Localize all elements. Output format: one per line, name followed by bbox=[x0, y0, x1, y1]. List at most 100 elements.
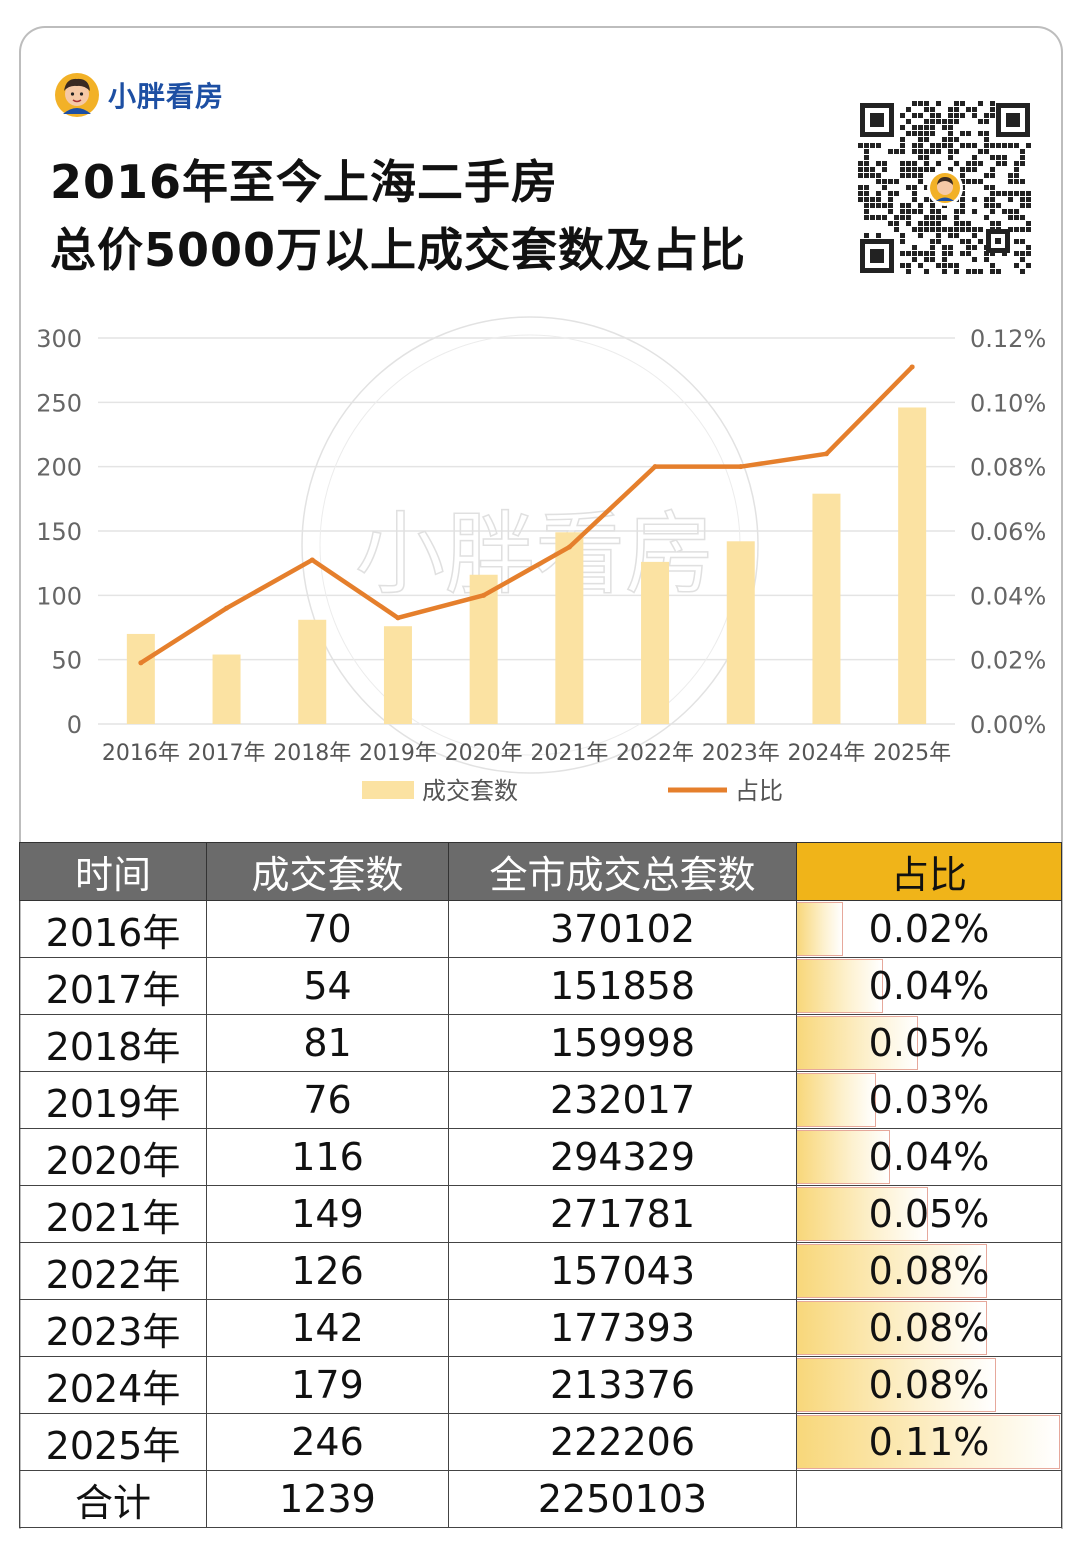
line-point bbox=[395, 615, 401, 621]
y-left-tick-label: 50 bbox=[51, 647, 82, 675]
cell-count: 179 bbox=[206, 1356, 449, 1414]
cell-ratio: 0.05% bbox=[796, 1014, 1062, 1072]
x-tick-label: 2017年 bbox=[188, 741, 266, 766]
y-right-tick-label: 0.00% bbox=[970, 711, 1046, 739]
x-tick-label: 2023年 bbox=[702, 741, 780, 766]
card-frame bbox=[19, 26, 1063, 1529]
cell-total-all: 2250103 bbox=[448, 1470, 797, 1528]
cell-ratio: 0.03% bbox=[796, 1071, 1062, 1129]
bar bbox=[812, 493, 841, 724]
cell-ratio: 0.11% bbox=[796, 1413, 1062, 1471]
bar bbox=[126, 633, 155, 724]
x-tick-label: 2021年 bbox=[530, 741, 608, 766]
y-left-tick-label: 0 bbox=[67, 711, 82, 739]
ratio-text: 0.08% bbox=[868, 1306, 990, 1350]
ratio-data-bar bbox=[797, 1130, 890, 1184]
cell-year: 2020年 bbox=[19, 1128, 207, 1186]
cell-total-ratio bbox=[796, 1470, 1062, 1528]
line-point bbox=[652, 464, 658, 470]
ratio-text: 0.11% bbox=[868, 1420, 990, 1464]
header-ratio: 占比 bbox=[796, 842, 1062, 901]
ratio-line bbox=[139, 365, 914, 665]
table-row: 2021年 149 271781 0.05% bbox=[19, 1185, 1062, 1243]
cell-year: 2024年 bbox=[19, 1356, 207, 1414]
cell-ratio: 0.02% bbox=[796, 900, 1062, 958]
y-right-tick-label: 0.08% bbox=[970, 454, 1046, 482]
qr-code-icon bbox=[858, 101, 1032, 275]
header-year: 时间 bbox=[19, 842, 207, 901]
table-row: 2025年 246 222206 0.11% bbox=[19, 1413, 1062, 1471]
bar bbox=[898, 407, 927, 724]
line-point bbox=[481, 592, 487, 598]
cell-total: 294329 bbox=[448, 1128, 797, 1186]
cell-count: 126 bbox=[206, 1242, 449, 1300]
table-row: 2023年 142 177393 0.08% bbox=[19, 1299, 1062, 1357]
x-tick-label: 2018年 bbox=[273, 741, 351, 766]
table-total-row: 合计 1239 2250103 bbox=[19, 1470, 1062, 1528]
cell-count: 70 bbox=[206, 900, 449, 958]
line-point bbox=[823, 451, 829, 457]
cell-ratio: 0.05% bbox=[796, 1185, 1062, 1243]
legend-swatch-bars bbox=[362, 781, 414, 799]
cell-total: 222206 bbox=[448, 1413, 797, 1471]
cell-count: 81 bbox=[206, 1014, 449, 1072]
x-tick-label: 2019年 bbox=[359, 741, 437, 766]
x-tick-label: 2020年 bbox=[445, 741, 523, 766]
bar bbox=[726, 541, 755, 724]
brand-name: 小胖看房 bbox=[108, 80, 225, 113]
header-total: 全市成交总套数 bbox=[448, 842, 797, 901]
x-tick-label: 2022年 bbox=[616, 741, 694, 766]
cell-year: 2017年 bbox=[19, 957, 207, 1015]
combo-chart: 小胖看房 300 250 200 150 100 50 0 0.12% 0.10% 0.08% 0… bbox=[36, 316, 1046, 805]
line-point bbox=[738, 464, 744, 470]
cell-year: 2023年 bbox=[19, 1299, 207, 1357]
cell-count: 116 bbox=[206, 1128, 449, 1186]
brand: 小胖看房 bbox=[54, 70, 224, 120]
y-left-tick-label: 200 bbox=[36, 454, 82, 482]
cell-year: 2016年 bbox=[19, 900, 207, 958]
table-row: 2022年 126 157043 0.08% bbox=[19, 1242, 1062, 1300]
cell-ratio: 0.08% bbox=[796, 1356, 1062, 1414]
cell-year: 2022年 bbox=[19, 1242, 207, 1300]
y-left-tick-label: 150 bbox=[36, 518, 82, 546]
cell-ratio: 0.08% bbox=[796, 1299, 1062, 1357]
title-line-2: 总价5000万以上成交套数及占比 bbox=[50, 223, 747, 277]
ratio-data-bar bbox=[797, 959, 883, 1013]
header-count: 成交套数 bbox=[206, 842, 449, 901]
cell-ratio: 0.04% bbox=[796, 1128, 1062, 1186]
cell-ratio: 0.08% bbox=[796, 1242, 1062, 1300]
ratio-data-bar bbox=[797, 1073, 876, 1127]
ratio-text: 0.02% bbox=[868, 907, 990, 951]
y-left-tick-label: 250 bbox=[36, 389, 82, 417]
table-row: 2018年 81 159998 0.05% bbox=[19, 1014, 1062, 1072]
ratio-text: 0.03% bbox=[868, 1078, 990, 1122]
y-left-tick-label: 300 bbox=[36, 325, 82, 353]
cell-year: 2021年 bbox=[19, 1185, 207, 1243]
y-right-tick-label: 0.06% bbox=[970, 518, 1046, 546]
data-table: 时间 成交套数 全市成交总套数 占比 2016年 70 370102 0.02% 201… bbox=[19, 842, 1062, 1528]
bar bbox=[298, 619, 327, 724]
y-right-tick-label: 0.12% bbox=[970, 325, 1046, 353]
line-point bbox=[138, 660, 144, 666]
ratio-text: 0.04% bbox=[868, 964, 990, 1008]
ratio-text: 0.08% bbox=[868, 1363, 990, 1407]
cell-year: 2025年 bbox=[19, 1413, 207, 1471]
y-right-tick-label: 0.04% bbox=[970, 582, 1046, 610]
table-header-row: 时间 成交套数 全市成交总套数 占比 bbox=[19, 842, 1062, 901]
y-left-tick-label: 100 bbox=[36, 582, 82, 610]
bar bbox=[383, 626, 412, 724]
cell-total: 177393 bbox=[448, 1299, 797, 1357]
cell-count: 142 bbox=[206, 1299, 449, 1357]
table-row: 2020年 116 294329 0.04% bbox=[19, 1128, 1062, 1186]
bar bbox=[641, 561, 670, 724]
ratio-text: 0.05% bbox=[868, 1021, 990, 1065]
avatar-icon bbox=[55, 73, 99, 117]
line-point bbox=[909, 364, 915, 370]
cell-count: 54 bbox=[206, 957, 449, 1015]
cell-count: 246 bbox=[206, 1413, 449, 1471]
bar bbox=[555, 532, 584, 724]
y-right-tick-label: 0.02% bbox=[970, 647, 1046, 675]
cell-total-count: 1239 bbox=[206, 1470, 449, 1528]
ratio-data-bar bbox=[797, 1415, 1060, 1469]
cell-total-label: 合计 bbox=[19, 1470, 207, 1528]
